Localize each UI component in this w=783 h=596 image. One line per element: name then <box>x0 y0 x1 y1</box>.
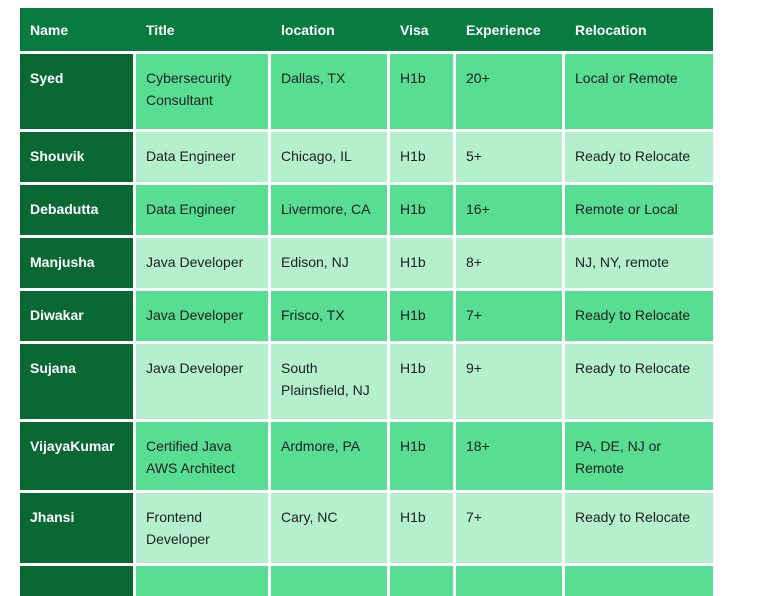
cell-title: Cybersecurity Consultant <box>136 54 268 129</box>
cell-visa: H1b <box>390 291 453 341</box>
column-header-experience: Experience <box>466 21 541 38</box>
cell-name: Jhansi <box>20 493 133 563</box>
cell-location: South Plainsfield, NJ <box>271 344 387 419</box>
column-header-location: location <box>281 21 335 38</box>
cell-relocation: Ready to Relocate <box>565 344 713 419</box>
column-header-relocation: Relocation <box>575 21 647 38</box>
table-row-partial <box>20 566 713 596</box>
cell-visa: H1b <box>390 185 453 235</box>
column-header-name: Name <box>30 21 69 38</box>
column-header-visa: Visa <box>400 21 429 38</box>
cell-visa: H1b <box>390 54 453 129</box>
cell-visa: H1b <box>390 344 453 419</box>
cell-name: Diwakar <box>20 291 133 341</box>
cell-relocation: Ready to Relocate <box>565 132 713 182</box>
candidates-table: Name Title location Visa Experience Relo… <box>20 8 713 596</box>
table-row: VijayaKumar Certified Java AWS Architect… <box>20 422 713 490</box>
cell-relocation <box>565 566 713 596</box>
table-row: Debadutta Data Engineer Livermore, CA H1… <box>20 185 713 235</box>
cell-location: Livermore, CA <box>271 185 387 235</box>
cell-location: Edison, NJ <box>271 238 387 288</box>
cell-visa: H1b <box>390 238 453 288</box>
cell-name: Debadutta <box>20 185 133 235</box>
cell-experience: 16+ <box>456 185 562 235</box>
cell-visa: H1b <box>390 493 453 563</box>
column-header-title: Title <box>146 21 175 38</box>
cell-experience: 7+ <box>456 493 562 563</box>
cell-name: Manjusha <box>20 238 133 288</box>
cell-location: Cary, NC <box>271 493 387 563</box>
cell-name: Syed <box>20 54 133 129</box>
cell-name: VijayaKumar <box>20 422 133 490</box>
cell-name: Shouvik <box>20 132 133 182</box>
cell-visa <box>390 566 453 596</box>
cell-experience: 8+ <box>456 238 562 288</box>
cell-title: Java Developer <box>136 238 268 288</box>
cell-name <box>20 566 133 596</box>
cell-location: Ardmore, PA <box>271 422 387 490</box>
cell-relocation: Ready to Relocate <box>565 493 713 563</box>
cell-experience: 18+ <box>456 422 562 490</box>
cell-relocation: Remote or Local <box>565 185 713 235</box>
cell-title: Certified Java AWS Architect <box>136 422 268 490</box>
cell-title: Frontend Developer <box>136 493 268 563</box>
cell-location: Chicago, IL <box>271 132 387 182</box>
cell-experience: 9+ <box>456 344 562 419</box>
cell-location: Dallas, TX <box>271 54 387 129</box>
cell-experience: 20+ <box>456 54 562 129</box>
cell-location <box>271 566 387 596</box>
cell-relocation: Ready to Relocate <box>565 291 713 341</box>
cell-visa: H1b <box>390 422 453 490</box>
cell-location: Frisco, TX <box>271 291 387 341</box>
cell-experience: 7+ <box>456 291 562 341</box>
cell-title <box>136 566 268 596</box>
cell-name: Sujana <box>20 344 133 419</box>
cell-title: Data Engineer <box>136 132 268 182</box>
table-row: Shouvik Data Engineer Chicago, IL H1b 5+… <box>20 132 713 182</box>
table-row: Manjusha Java Developer Edison, NJ H1b 8… <box>20 238 713 288</box>
cell-title: Java Developer <box>136 344 268 419</box>
cell-title: Java Developer <box>136 291 268 341</box>
cell-visa: H1b <box>390 132 453 182</box>
cell-relocation: PA, DE, NJ or Remote <box>565 422 713 490</box>
cell-experience <box>456 566 562 596</box>
table-row: Diwakar Java Developer Frisco, TX H1b 7+… <box>20 291 713 341</box>
table-row: Jhansi Frontend Developer Cary, NC H1b 7… <box>20 493 713 563</box>
cell-relocation: NJ, NY, remote <box>565 238 713 288</box>
cell-experience: 5+ <box>456 132 562 182</box>
table-row: Syed Cybersecurity Consultant Dallas, TX… <box>20 54 713 129</box>
table-header-row: Name Title location Visa Experience Relo… <box>20 8 713 51</box>
cell-title: Data Engineer <box>136 185 268 235</box>
cell-relocation: Local or Remote <box>565 54 713 129</box>
table-row: Sujana Java Developer South Plainsfield,… <box>20 344 713 419</box>
